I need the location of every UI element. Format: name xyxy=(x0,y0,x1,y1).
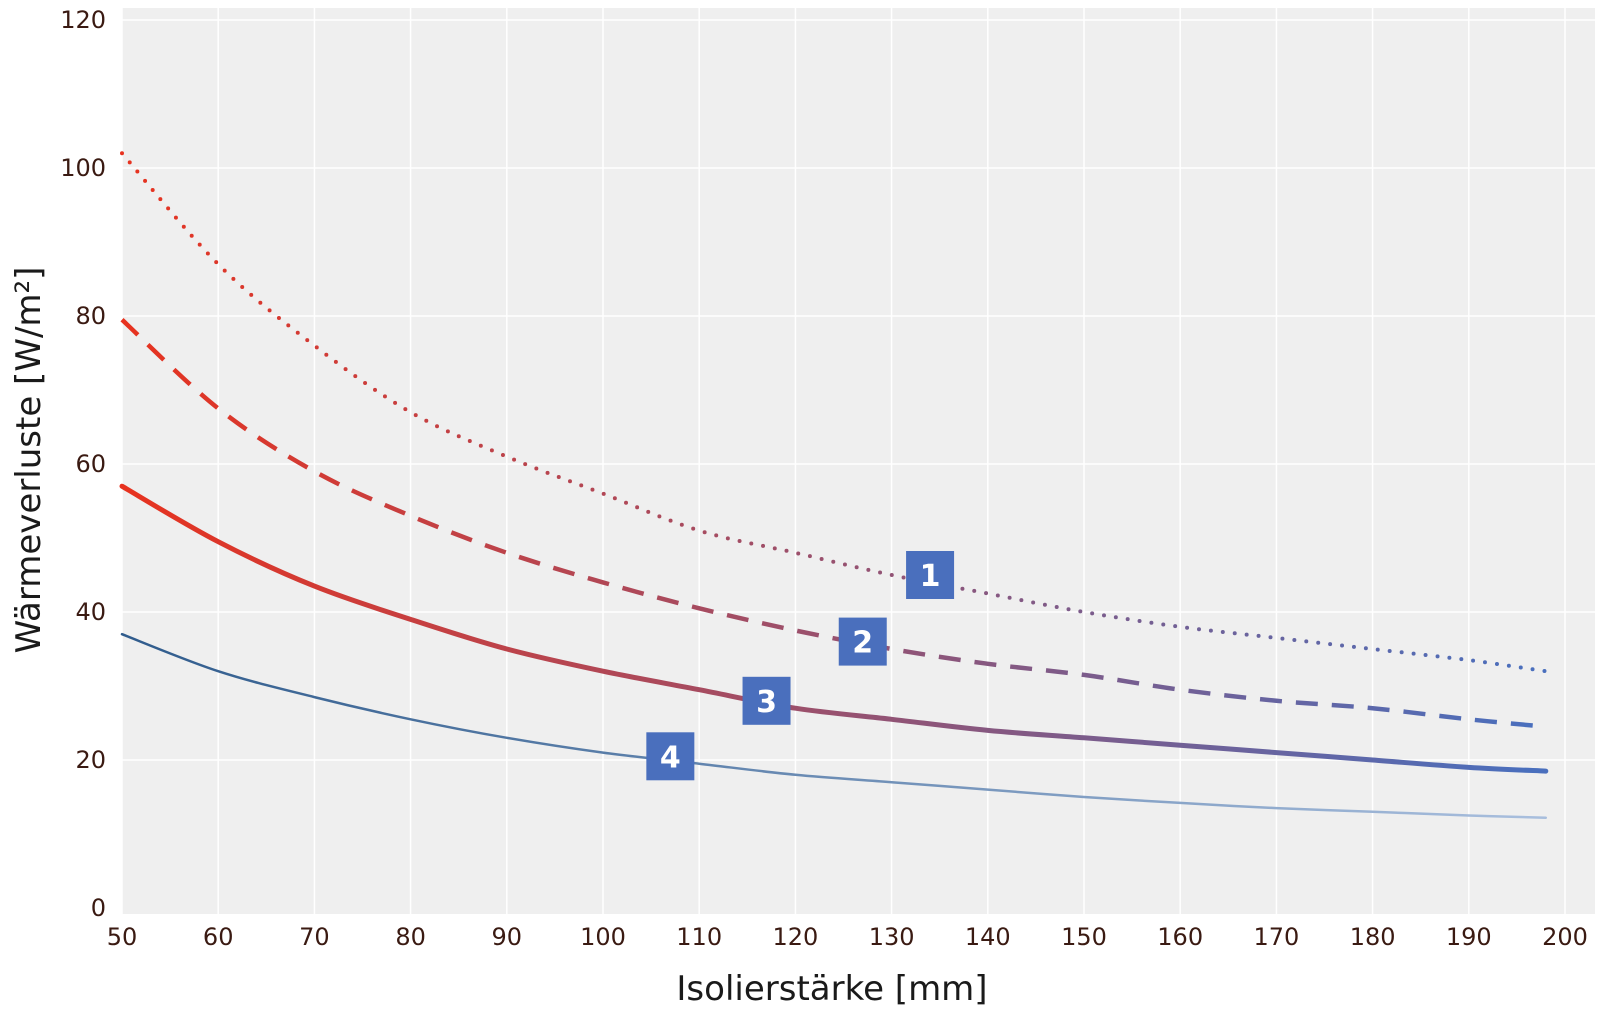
y-tick-label: 0 xyxy=(91,894,106,922)
series-badge-4: 4 xyxy=(646,732,695,781)
x-tick-label: 120 xyxy=(772,923,818,951)
x-tick-label: 110 xyxy=(676,923,722,951)
x-tick-label: 190 xyxy=(1446,923,1492,951)
x-tick-label: 90 xyxy=(492,923,523,951)
series-badge-label: 2 xyxy=(852,626,873,661)
y-axis-ticks: 0 20 40 60 80 100 120 xyxy=(60,6,106,922)
y-tick-label: 120 xyxy=(60,6,106,34)
series-badge-3: 3 xyxy=(742,676,791,725)
series-badge-box xyxy=(646,732,695,781)
x-tick-label: 50 xyxy=(107,923,138,951)
series-badge-box xyxy=(838,617,887,666)
x-tick-label: 70 xyxy=(299,923,330,951)
x-tick-label: 170 xyxy=(1253,923,1299,951)
series-layer xyxy=(119,151,1549,819)
x-axis-title: Isolierstärke [mm] xyxy=(676,969,987,1009)
x-tick-label: 140 xyxy=(965,923,1011,951)
x-tick-label: 60 xyxy=(203,923,234,951)
x-tick-label: 130 xyxy=(869,923,915,951)
series-badge-1: 1 xyxy=(906,551,955,599)
x-tick-label: 150 xyxy=(1061,923,1107,951)
series-line-2 xyxy=(120,318,1547,729)
plot-background xyxy=(122,8,1595,914)
x-tick-label: 200 xyxy=(1542,923,1588,951)
y-axis-title: Wärmeverluste [W/m²] xyxy=(9,267,49,654)
x-tick-label: 160 xyxy=(1157,923,1203,951)
series-badge-box xyxy=(742,676,791,725)
series-line-1 xyxy=(120,151,1548,674)
x-tick-label: 80 xyxy=(395,923,426,951)
series-line-4 xyxy=(120,632,1548,819)
series-badge-label: 3 xyxy=(756,685,777,720)
x-tick-label: 100 xyxy=(580,923,626,951)
series-badge-label: 1 xyxy=(920,559,941,594)
series-badge-label: 4 xyxy=(660,740,681,775)
y-tick-label: 80 xyxy=(75,302,106,330)
y-tick-label: 40 xyxy=(75,598,106,626)
y-tick-label: 20 xyxy=(75,746,106,774)
series-line-3 xyxy=(119,483,1549,774)
grid-lines xyxy=(121,8,1595,914)
series-labels: 1 2 3 4 xyxy=(646,551,955,781)
series-badge-box xyxy=(906,551,955,599)
y-tick-label: 100 xyxy=(60,154,106,182)
x-axis-ticks: 50 60 70 80 90 100 110 120 130 140 150 160 170 180 190… xyxy=(107,923,1588,951)
series-badge-2: 2 xyxy=(838,617,887,666)
x-tick-label: 180 xyxy=(1350,923,1396,951)
y-tick-label: 60 xyxy=(75,450,106,478)
